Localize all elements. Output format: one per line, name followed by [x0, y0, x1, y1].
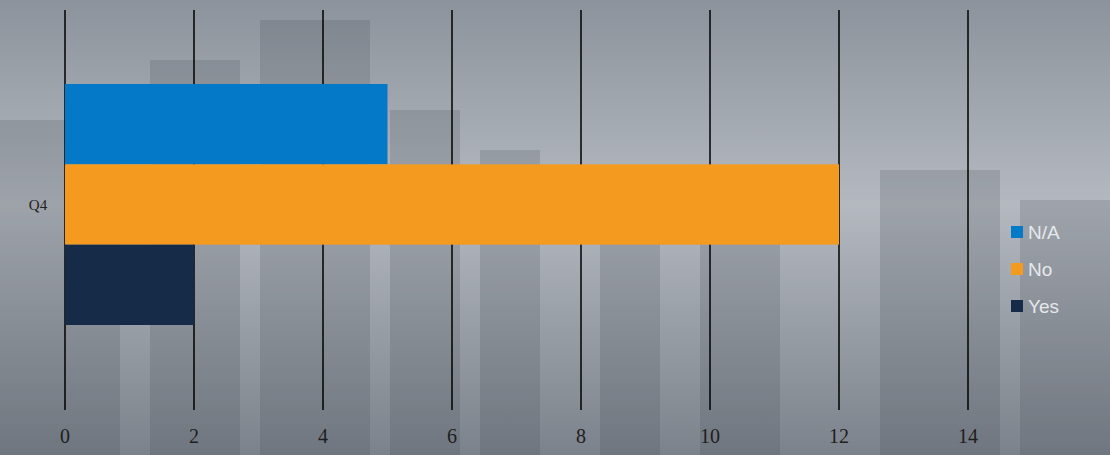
tick-label: 10 — [700, 425, 720, 447]
bar — [65, 245, 194, 325]
legend-swatch — [1011, 263, 1023, 275]
background-building — [390, 110, 460, 455]
tick-label: 8 — [576, 425, 586, 447]
legend-swatch — [1011, 300, 1023, 312]
legend-label: Yes — [1028, 296, 1059, 317]
tick-label: 14 — [958, 425, 978, 447]
chart-container: Q4 0 2 4 6 8 10 12 14 N/A No Yes — [0, 0, 1110, 455]
tick-label: 0 — [60, 425, 70, 447]
background-building — [1020, 200, 1110, 455]
legend-label: N/A — [1028, 222, 1060, 243]
legend-label: No — [1028, 259, 1052, 280]
bar — [65, 164, 839, 244]
background-buildings — [0, 20, 1110, 455]
category-label: Q4 — [29, 197, 48, 213]
background-building — [600, 240, 660, 455]
tick-label: 4 — [318, 425, 328, 447]
tick-label: 6 — [447, 425, 457, 447]
tick-label: 12 — [829, 425, 849, 447]
tick-label: 2 — [189, 425, 199, 447]
background — [0, 0, 1110, 455]
legend: N/A No Yes — [1011, 222, 1060, 317]
background-building — [880, 170, 1000, 455]
grid-line — [967, 10, 969, 410]
grid — [65, 10, 968, 410]
bar — [65, 84, 388, 164]
legend-swatch — [1011, 226, 1023, 238]
x-axis-line — [65, 410, 968, 411]
chart-svg: Q4 0 2 4 6 8 10 12 14 N/A No Yes — [0, 0, 1110, 455]
bars — [65, 84, 839, 325]
